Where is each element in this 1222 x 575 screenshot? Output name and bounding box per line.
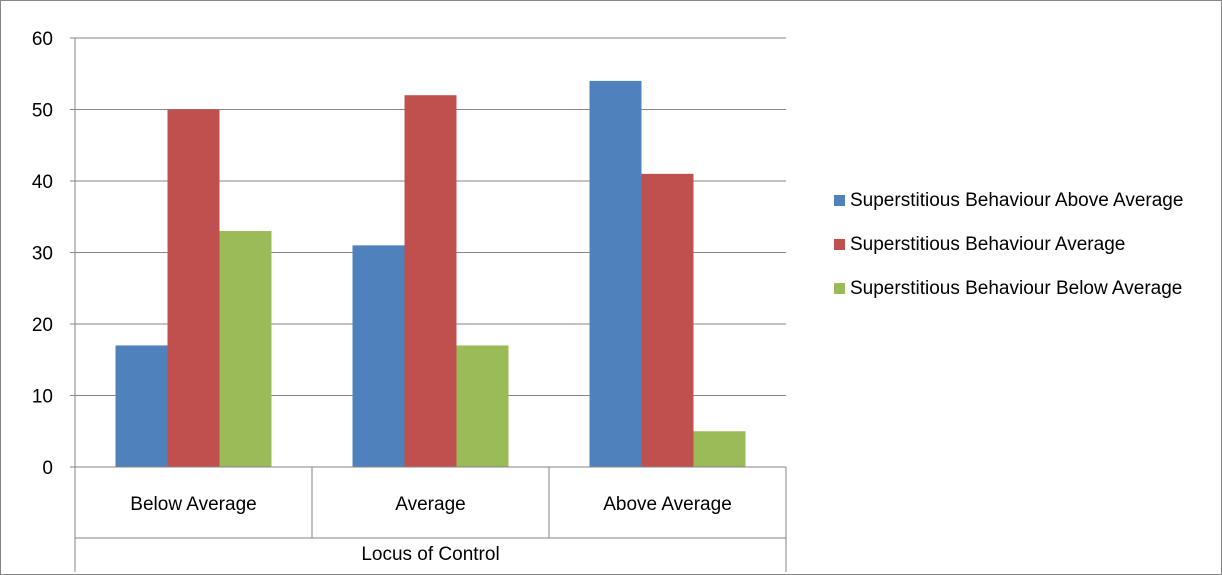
bar-series-2-category-1 [167, 109, 220, 467]
chart-legend: Superstitious Behaviour Above Average Su… [834, 187, 1194, 319]
y-tick-label: 10 [32, 387, 53, 408]
legend-swatch-series-3 [834, 283, 845, 294]
y-tick-label: 20 [32, 315, 53, 336]
legend-label-series-3: Superstitious Behaviour Below Average [850, 278, 1183, 299]
x-tick-label: Average [395, 494, 465, 515]
bar-series-1-category-2 [352, 245, 405, 467]
legend-item-series-3: Superstitious Behaviour Below Average [834, 275, 1194, 303]
x-tick-label: Below Average [130, 494, 256, 515]
bar-series-3-category-1 [219, 231, 272, 467]
legend-label-series-2: Superstitious Behaviour Average [850, 234, 1126, 255]
bar-series-2-category-3 [641, 173, 694, 467]
legend-swatch-series-2 [834, 239, 845, 250]
bar-series-2-category-2 [404, 95, 457, 467]
y-tick-label: 60 [32, 29, 53, 50]
bar-series-1-category-1 [115, 345, 168, 467]
x-tick-label: Above Average [603, 494, 732, 515]
y-tick-label: 40 [32, 172, 53, 193]
legend-swatch-series-1 [834, 195, 845, 206]
legend-item-series-1: Superstitious Behaviour Above Average [834, 187, 1194, 215]
bar-series-3-category-3 [693, 431, 746, 467]
bar-series-3-category-2 [456, 345, 509, 467]
bar-series-1-category-3 [589, 80, 642, 468]
y-tick-label: 50 [32, 101, 53, 122]
legend-label-series-1: Superstitious Behaviour Above Average [850, 190, 1184, 211]
y-tick-label: 30 [32, 244, 53, 265]
y-tick-label: 0 [42, 458, 53, 479]
legend-item-series-2: Superstitious Behaviour Average [834, 231, 1194, 259]
x-axis-title: Locus of Control [361, 544, 499, 565]
